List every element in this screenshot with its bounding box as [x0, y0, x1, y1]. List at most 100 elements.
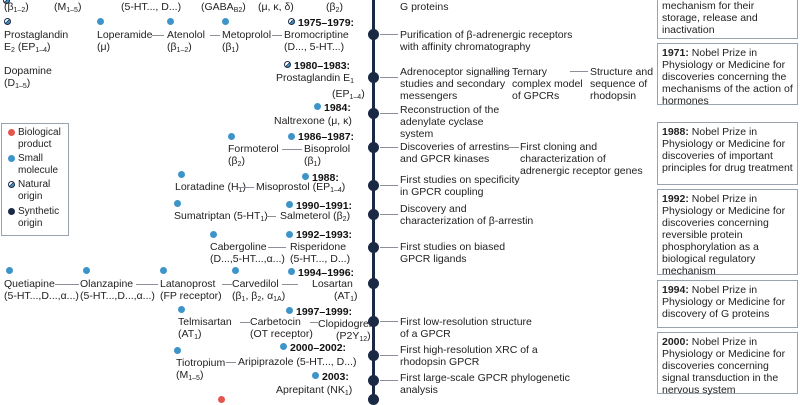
small-molecule-icon	[160, 267, 167, 274]
small-molecule-icon	[83, 267, 90, 274]
natural-origin-icon	[3, 0, 10, 4]
connector-line	[282, 284, 298, 285]
small-molecule-icon	[314, 103, 321, 110]
connector-line	[380, 355, 398, 356]
drug-receptor: (μ, κ, δ)	[258, 1, 294, 13]
drug-prostaglandin-e1: Prostaglandin E1 (EP1–4)	[276, 72, 365, 101]
timeline-node	[368, 350, 379, 361]
drug-olanzapine: Olanzapine (5-HT...,D...,α...)	[80, 278, 155, 302]
drug-carvedilol: Carvedilol (β1, β2, α1A)	[232, 278, 286, 303]
legend-natural: Natural origin	[18, 179, 51, 202]
nobel-box-top: mechanism for their storage, release and…	[657, 0, 798, 39]
connector-line	[310, 322, 318, 323]
timeline-node	[368, 278, 379, 289]
small-molecule-icon	[280, 343, 287, 350]
drug-losartan: Losartan (AT1)	[312, 278, 358, 303]
connector-line	[238, 187, 254, 188]
connector-line	[380, 321, 398, 322]
drug-receptor: (5-HT..., D...)	[121, 1, 182, 13]
connector-line	[380, 147, 398, 148]
synthetic-origin-icon	[8, 208, 15, 215]
timeline-spine	[372, 0, 375, 400]
small-molecule-icon	[288, 268, 295, 275]
connector-line	[490, 71, 510, 72]
discovery-text: First cloning and characterization of ad…	[520, 141, 643, 177]
connector-line	[266, 216, 276, 217]
nobel-box-2000: 2000: Nobel Prize in Physiology or Medic…	[657, 332, 798, 396]
timeline-node	[368, 72, 379, 83]
discovery-text: Discovery and characterization of β-arre…	[400, 203, 534, 227]
drug-receptor: (GABAB2)	[201, 1, 246, 14]
year-label: 1992–1993:	[296, 229, 353, 241]
year-label: 1997–1999:	[296, 306, 353, 318]
connector-line	[570, 71, 588, 72]
drug-tiotropium: Tiotropium (M1–5)	[176, 357, 226, 382]
natural-origin-icon	[284, 61, 291, 68]
small-molecule-icon	[174, 200, 181, 207]
legend-synthetic: Synthetic origin	[18, 206, 60, 229]
discovery-text: First large-scale GPCR phylogenetic anal…	[400, 372, 570, 396]
nobel-box-1971: 1971: Nobel Prize in Physiology or Medic…	[657, 43, 798, 107]
timeline-node	[368, 142, 379, 153]
connector-line	[380, 380, 398, 381]
small-molecule-icon	[210, 231, 217, 238]
year-label: 1994–1996:	[298, 267, 355, 279]
connector-line	[240, 322, 250, 323]
year-label: 1988:	[312, 172, 339, 184]
small-molecule-icon	[174, 347, 181, 354]
connector-line	[272, 35, 282, 36]
drug-receptor: (β2)	[326, 1, 343, 14]
drug-receptor: (M1–5)	[54, 1, 82, 14]
small-molecule-icon	[232, 267, 239, 274]
drug-loperamide: Loperamide (μ)	[97, 29, 153, 53]
drug-metoprolol: Metoprolol (β1)	[222, 29, 272, 54]
small-molecule-icon	[8, 155, 15, 162]
nobel-box-1992: 1992: Nobel Prize in Physiology or Medic…	[657, 189, 798, 277]
small-molecule-icon	[97, 18, 104, 25]
connector-line	[505, 147, 519, 148]
small-molecule-icon	[178, 306, 185, 313]
drug-aripiprazole: Aripiprazole (5-HT..., D...)	[238, 356, 357, 368]
small-molecule-icon	[167, 18, 174, 25]
legend-small: Small molecule	[18, 153, 59, 176]
small-molecule-icon	[286, 231, 293, 238]
small-molecule-icon	[312, 372, 319, 379]
nobel-box-1988: 1988: Nobel Prize in Physiology or Medic…	[657, 122, 798, 185]
year-label: 2000–2002:	[290, 342, 347, 354]
discovery-text: Reconstruction of the adenylate cyclase …	[400, 104, 500, 140]
small-molecule-icon	[178, 171, 185, 178]
year-label: 1990–1991:	[296, 200, 353, 212]
drug-risperidone: Risperidone (5-HT..., D...)	[290, 241, 351, 265]
drug-loratadine: Loratadine (H1)	[175, 181, 246, 194]
connector-line	[152, 35, 164, 36]
discovery-text: G proteins	[400, 1, 449, 13]
connector-line	[210, 35, 220, 36]
small-molecule-icon	[228, 133, 235, 140]
connector-line	[136, 284, 158, 285]
drug-clopidogrel: Clopidogrel (P2Y12)	[318, 318, 372, 343]
drug-atenolol: Atenolol (β1–2)	[167, 29, 205, 54]
connector-line	[55, 284, 79, 285]
drug-telmisartan: Telmisartan (AT1)	[178, 316, 232, 341]
discovery-text: Purification of β-adrenergic receptors w…	[400, 29, 573, 53]
year-label: 1986–1987:	[298, 131, 355, 143]
discovery-text: Discoveries of arrestins and GPCR kinase…	[400, 141, 510, 165]
biological-product-icon	[8, 129, 15, 136]
connector-line	[380, 247, 398, 248]
year-label: 1980–1983:	[294, 60, 351, 72]
connector-line	[226, 362, 236, 363]
nobel-box-1994: 1994: Nobel Prize in Physiology or Medic…	[657, 280, 798, 328]
drug-bromocriptine: Bromocriptine (D..., 5-HT...)	[284, 29, 349, 53]
timeline-node	[368, 209, 379, 220]
drug-formoterol: Formoterol (β2)	[228, 143, 279, 168]
timeline-node	[368, 29, 379, 40]
drug-salmeterol: Salmeterol (β2)	[280, 210, 351, 223]
legend: Biological product Small molecule Natura…	[1, 123, 69, 236]
discovery-text: Adrenoceptor signalling studies and seco…	[400, 66, 510, 102]
connector-line	[282, 149, 302, 150]
natural-origin-icon	[8, 181, 15, 188]
drug-dopamine: Dopamine (D1–5)	[4, 65, 52, 90]
discovery-text: Ternary complex model of GPCRs	[512, 66, 583, 102]
natural-origin-icon	[4, 18, 11, 25]
connector-line	[380, 214, 398, 215]
